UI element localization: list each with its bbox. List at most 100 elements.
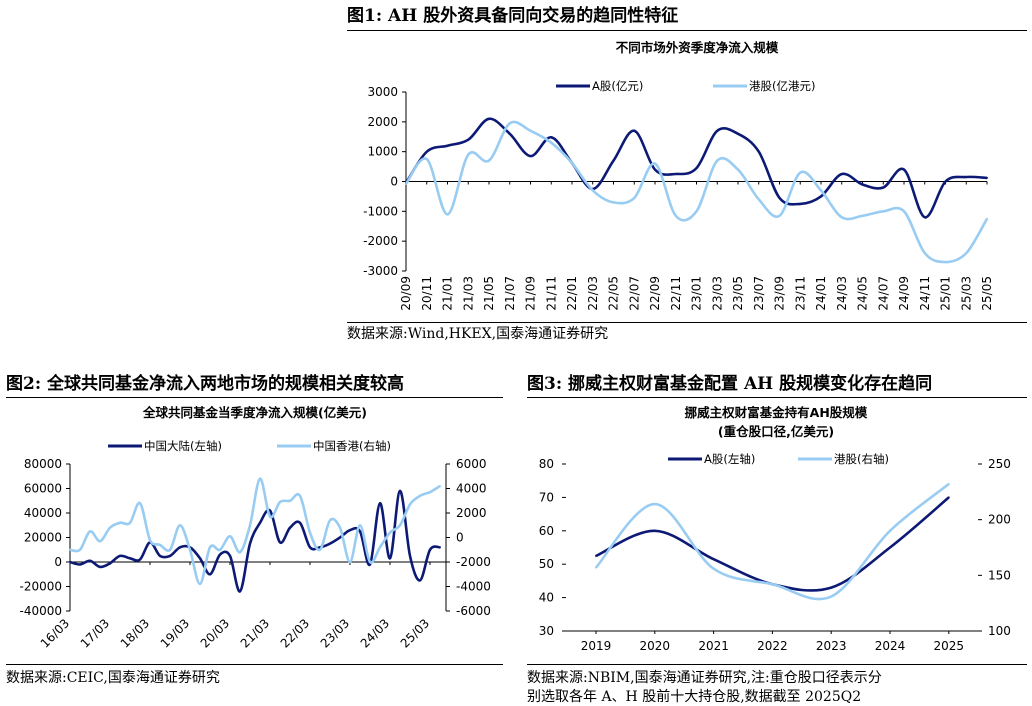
series-0-point [830, 586, 833, 589]
series-0-point [199, 557, 201, 560]
series-1-point [69, 548, 71, 551]
series-1-point [339, 526, 341, 529]
x-tick-label: 2019 [581, 639, 612, 653]
series-1-point [89, 530, 91, 533]
series-0-point [89, 559, 91, 562]
fig3-source: 数据来源:NBIM,国泰海通证券研究,注:重仓股口径表示分 [527, 670, 882, 686]
y-tick-label: -3000 [363, 264, 398, 278]
x-tick-label: 23/01 [690, 276, 704, 311]
series-0-point [446, 144, 449, 147]
series-1-point [429, 491, 431, 494]
series-0-point [409, 554, 411, 557]
series-0-point [653, 529, 656, 532]
x-tick-label: 24/11 [918, 276, 932, 311]
x-tick-label: 21/11 [544, 276, 558, 311]
y-tick-label-left: 80000 [24, 457, 62, 471]
series-1-point [571, 162, 573, 164]
series-1-point [369, 561, 371, 563]
y-tick-label-left: 60 [539, 524, 554, 538]
x-tick-label: 25/01 [939, 276, 953, 311]
y-tick-label-left: 0 [54, 555, 62, 569]
series-1-point [882, 210, 885, 213]
y-tick-label-left: 40 [539, 591, 554, 605]
y-tick-label-left: 50 [539, 557, 554, 571]
series-1-point [129, 521, 131, 524]
series-0-point [289, 526, 291, 529]
series-1-point [349, 561, 351, 563]
series-1-point [149, 539, 151, 541]
series-0-point [99, 565, 101, 568]
y-tick-label: -2000 [363, 234, 398, 248]
series-0-point [889, 546, 891, 549]
y-tick-label-right: 0 [456, 531, 464, 545]
series-1-point [965, 252, 968, 255]
legend-label-0: A股(左轴) [704, 452, 755, 466]
series-1-point [771, 583, 774, 586]
legend-label-0: A股(亿元) [592, 79, 643, 93]
series-1-point [409, 503, 411, 506]
series-0-point [159, 554, 161, 557]
series-1-point [550, 141, 553, 144]
fig1-title-rule [347, 30, 1027, 31]
series-1-point [737, 168, 739, 171]
x-tick-label: 2025 [934, 639, 965, 653]
series-0-point [947, 496, 950, 499]
y-tick-label: 3000 [367, 85, 398, 99]
series-1-point [439, 485, 441, 488]
x-tick-label: 23/09 [773, 276, 787, 311]
series-0-point [229, 554, 231, 557]
series-0-point [179, 546, 181, 549]
legend-label-1: 中国香港(右轴) [313, 439, 391, 453]
series-1-point [986, 217, 988, 220]
x-tick-label: 2021 [698, 639, 729, 653]
series-1-point [425, 158, 428, 161]
series-0-point [550, 136, 553, 139]
series-1-point [379, 546, 381, 549]
x-tick-label: 20/11 [420, 276, 434, 311]
series-0-point [923, 216, 926, 219]
series-1-point [923, 252, 926, 255]
series-0-point [119, 554, 121, 557]
x-tick-label: 22/05 [607, 276, 621, 311]
y-tick-label-left: 70 [539, 490, 554, 504]
series-1-point [889, 529, 891, 532]
x-tick-label: 22/01 [565, 276, 579, 311]
y-tick-label-right: -6000 [456, 604, 491, 618]
x-tick-label: 24/09 [897, 276, 911, 311]
series-line-1 [69, 477, 441, 586]
x-tick-label: 2020 [640, 639, 671, 653]
series-1-point [840, 216, 843, 219]
series-0-point [716, 129, 719, 132]
series-1-point [249, 524, 251, 527]
series-1-point [119, 521, 121, 524]
series-0-point [399, 489, 401, 492]
series-0-point [488, 117, 490, 120]
series-0-point [695, 167, 698, 170]
series-1-point [219, 548, 221, 551]
x-tick-label: 22/09 [648, 276, 662, 311]
series-1-point [179, 524, 181, 527]
series-0-point [69, 561, 71, 563]
x-tick-label: 21/03 [461, 276, 475, 311]
y-tick-label-left: 30 [539, 624, 554, 638]
series-1-point [259, 477, 261, 480]
series-1-point [229, 535, 231, 538]
x-tick-label: 24/05 [856, 276, 870, 311]
x-tick-label: 22/07 [627, 276, 641, 311]
fig1-source: 数据来源:Wind,HKEX,国泰海通证券研究 [347, 326, 609, 342]
x-tick-label: 22/11 [669, 276, 683, 311]
series-0-point [757, 150, 760, 153]
y-tick-label-right: 200 [988, 513, 1011, 527]
series-1-point [944, 261, 947, 264]
y-tick-label: 2000 [367, 115, 398, 129]
series-0-point [139, 558, 141, 561]
series-1-point [820, 189, 822, 192]
series-1-point [903, 210, 905, 213]
series-1-point [99, 540, 101, 543]
series-0-point [79, 563, 81, 566]
series-0-point [903, 168, 905, 171]
series-1-point [712, 567, 715, 570]
y-tick-label-right: 6000 [456, 457, 487, 471]
series-1-point [716, 159, 719, 162]
